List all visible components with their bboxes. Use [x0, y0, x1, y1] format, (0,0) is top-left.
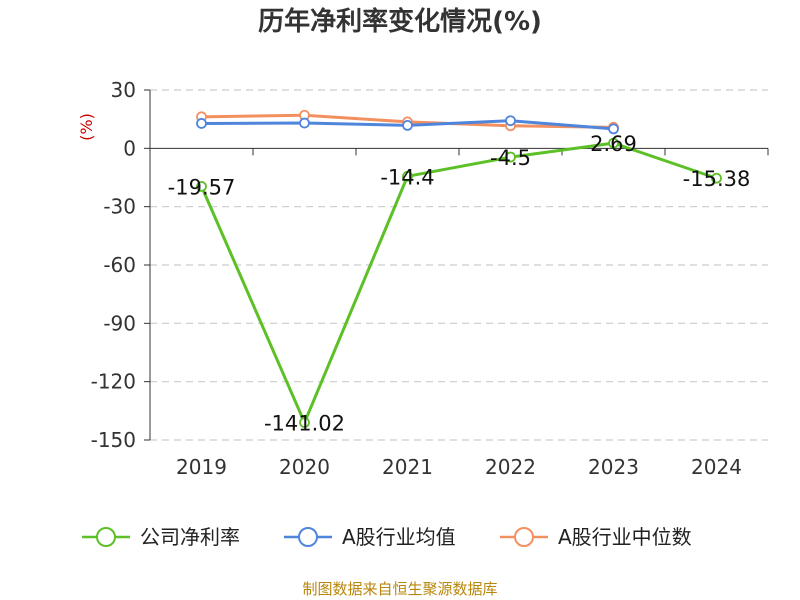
data-point: [402, 170, 413, 182]
legend-label: A股行业均值: [342, 525, 456, 549]
data-point: [711, 172, 722, 184]
data-point: [505, 115, 516, 127]
data-label: -19.57: [168, 175, 236, 199]
data-point: [505, 151, 516, 163]
x-tick-label: 2022: [485, 455, 536, 479]
data-label: -4.5: [490, 146, 531, 170]
y-tick-label: -150: [91, 428, 136, 452]
y-tick-label: -90: [103, 311, 136, 335]
legend-swatch-marker: [298, 527, 318, 547]
data-point: [196, 180, 207, 192]
series-line: [200, 141, 717, 425]
data-label: -14.4: [380, 165, 434, 189]
y-axis-unit-label: (%): [77, 113, 96, 141]
series-lines: [196, 109, 722, 428]
x-tick-label: 2019: [176, 455, 227, 479]
data-point: [299, 117, 310, 129]
y-tick-label: -30: [103, 195, 136, 219]
legend-swatch-marker: [514, 527, 534, 547]
data-point: [196, 118, 207, 129]
data-label: 2.69: [590, 132, 637, 156]
data-label: -141.02: [264, 412, 345, 436]
y-tick-label: -60: [103, 253, 136, 277]
y-tick-label: -120: [91, 370, 136, 394]
axes: 30 0 -30 -60 -90 -120 -150 2019 2020 2021 2022 2023…: [91, 78, 769, 479]
legend: 公司净利率 A股行业均值 A股行业中位数: [82, 525, 692, 549]
y-tick-label: 0: [123, 136, 136, 160]
x-tick-label: 2020: [279, 455, 330, 479]
data-point: [608, 123, 619, 135]
x-tick-label: 2023: [588, 455, 639, 479]
chart-title: 历年净利率变化情况(%): [258, 6, 542, 37]
legend-label: 公司净利率: [140, 525, 240, 549]
data-point: [608, 137, 619, 149]
x-tick-label: 2021: [382, 455, 433, 479]
grid-lines: [150, 89, 768, 441]
source-note: 制图数据来自恒生聚源数据库: [302, 580, 497, 598]
data-point: [299, 417, 310, 428]
y-tick-label: 30: [111, 78, 136, 102]
x-tick-label: 2024: [691, 455, 742, 479]
data-label: -15.38: [683, 167, 751, 191]
legend-swatch-marker: [96, 527, 116, 547]
data-labels: -19.57 -141.02 -14.4 -4.5 2.69 -15.38: [168, 132, 751, 435]
legend-label: A股行业中位数: [558, 525, 692, 549]
data-point: [402, 119, 413, 131]
